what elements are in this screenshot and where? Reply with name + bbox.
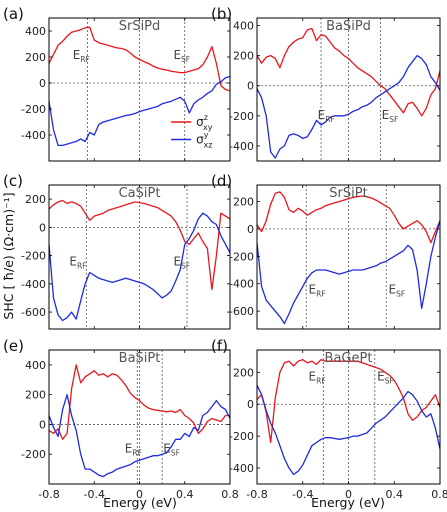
red-series-line <box>257 191 440 244</box>
red-series-line <box>49 199 230 291</box>
panel-title: SrSiPd <box>119 19 161 34</box>
x-tick-label: 0.8 <box>431 488 447 501</box>
y-tick-label: -200 <box>21 103 46 116</box>
y-tick-label: -200 <box>229 430 254 443</box>
y-axis-label: SHC [ ħ/e) (Ω·cm)⁻¹] <box>1 192 16 319</box>
e-rf-label: ERF <box>125 442 142 458</box>
x-tick-label: 0.4 <box>386 488 404 501</box>
panel-1: 400 200 0 -200 -400 (b) BaSiPd ERF ESF <box>211 5 441 162</box>
x-axis-label-right: Energy (eV) <box>311 495 385 510</box>
panel-letter: (b) <box>211 5 232 23</box>
blue-series-line <box>257 220 440 325</box>
x-tick-label: -0.8 <box>246 488 267 501</box>
y-tick-label: -200 <box>21 448 46 461</box>
y-tick-label: -200 <box>21 250 46 263</box>
panel-letter: (c) <box>3 172 23 190</box>
panel-3: 200 0 -200 -400 -600 (d) SrSiPt ERF ESF <box>211 172 441 330</box>
panel-title: BaSiPd <box>326 19 371 34</box>
y-tick-label: -400 <box>229 140 254 153</box>
x-tick-label: -0.8 <box>38 488 59 501</box>
e-sf-label: ESF <box>173 254 190 270</box>
blue-series-line <box>49 212 230 322</box>
y-tick-label: 400 <box>25 25 46 38</box>
y-tick-label: -400 <box>229 462 254 475</box>
e-sf-label: ESF <box>377 369 394 385</box>
x-tick-label: -0.4 <box>84 488 105 501</box>
panel-2: 200 0 -200 -400 -600 (c) CaSiPt ERF ESF <box>3 172 231 330</box>
panel-letter: (e) <box>3 337 24 355</box>
x-tick-label: 0 <box>136 488 143 501</box>
x-axis-label-left: Energy (eV) <box>103 495 177 510</box>
x-tick-label: 0.8 <box>221 488 239 501</box>
y-tick-label: -200 <box>229 250 254 263</box>
y-tick-label: -600 <box>21 306 46 319</box>
x-tick-label: 0 <box>345 488 352 501</box>
panel-letter: (a) <box>3 5 24 23</box>
y-tick-label: 0 <box>39 77 46 90</box>
blue-series-line <box>257 54 440 159</box>
panel-title: CaSiPt <box>119 186 161 201</box>
panel-letter: (f) <box>211 337 228 355</box>
e-rf-label: ERF <box>318 108 335 124</box>
y-tick-label: -600 <box>229 305 254 318</box>
panel-title: BaGePt <box>325 351 373 366</box>
e-rf-label: ERF <box>69 254 86 270</box>
red-legend-label: σz xy <box>196 113 213 132</box>
y-tick-label: 0 <box>39 221 46 234</box>
y-tick-label: -200 <box>229 110 254 123</box>
panel-4: 400 200 0 -200 -0.8 -0.4 0 0.4 0.8 (e) BaSiPt ERF ES… <box>3 337 239 501</box>
x-tick-label: 0.4 <box>176 488 194 501</box>
blue-series-line <box>49 394 230 478</box>
panel-title: BaSiPt <box>119 351 161 366</box>
blue-series-line <box>49 75 230 147</box>
panel-letter: (d) <box>211 172 232 190</box>
y-tick-label: 400 <box>233 20 254 33</box>
y-tick-label: 400 <box>25 359 46 372</box>
y-tick-label: -400 <box>229 278 254 291</box>
y-tick-label: 200 <box>233 195 254 208</box>
x-tick-label: -0.4 <box>292 488 313 501</box>
blue-series-line <box>257 384 440 476</box>
y-tick-label: -400 <box>21 129 46 142</box>
y-tick-label: 200 <box>233 366 254 379</box>
y-tick-label: 200 <box>25 193 46 206</box>
red-series-line <box>49 364 230 440</box>
red-series-line <box>257 358 440 444</box>
blue-legend-label: σy xz <box>196 131 212 150</box>
y-tick-label: 0 <box>247 398 254 411</box>
y-tick-label: -400 <box>21 278 46 291</box>
panel-title: SrSiPt <box>329 186 367 201</box>
y-tick-label: 200 <box>25 51 46 64</box>
e-rf-label: ERF <box>308 282 325 298</box>
red-series-line <box>49 26 230 92</box>
e-sf-label: ESF <box>382 108 399 124</box>
e-sf-label: ESF <box>389 282 406 298</box>
y-tick-label: 200 <box>25 389 46 402</box>
e-sf-label: ESF <box>173 48 190 64</box>
y-tick-label: 0 <box>247 80 254 93</box>
y-tick-label: 0 <box>39 418 46 431</box>
red-series-line <box>257 27 440 117</box>
y-tick-label: 200 <box>233 50 254 63</box>
e-sf-label: ESF <box>163 442 180 458</box>
y-tick-label: 0 <box>247 223 254 236</box>
